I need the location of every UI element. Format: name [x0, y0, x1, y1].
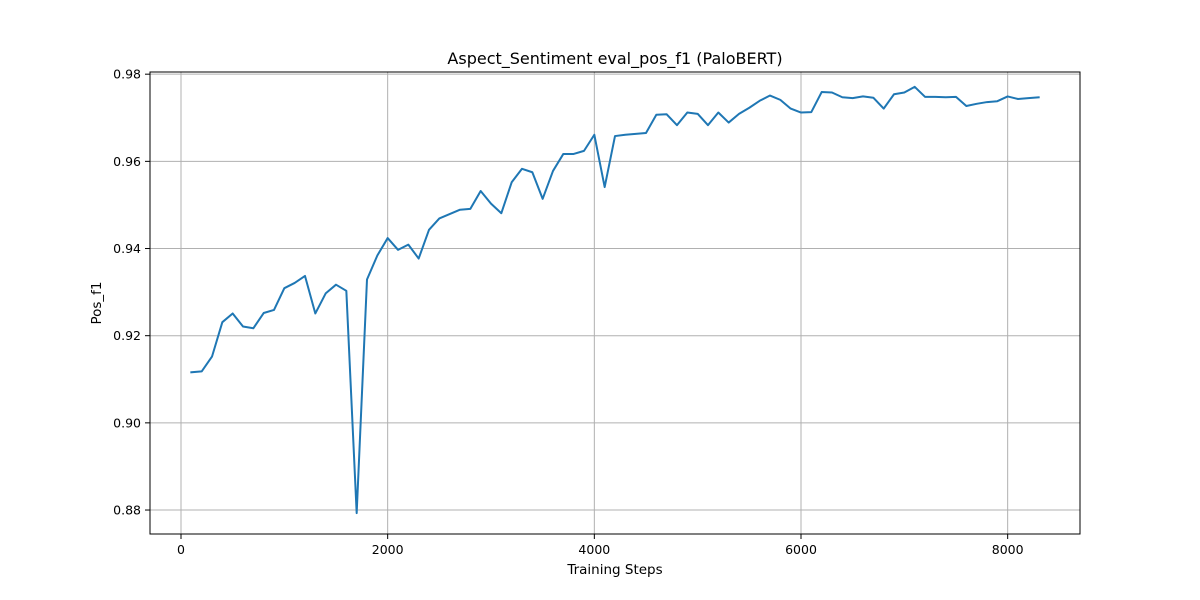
y-tick-label: 0.98	[113, 67, 141, 82]
x-tick-label: 2000	[372, 542, 404, 557]
y-tick-label: 0.90	[113, 415, 141, 430]
y-tick-label: 0.92	[113, 328, 141, 343]
x-tick-label: 0	[177, 542, 185, 557]
y-tick-label: 0.88	[113, 503, 141, 518]
series-line	[190, 85, 1040, 515]
y-axis-label: Pos_f1	[89, 281, 105, 324]
x-axis-ticks: 0 2000 4000 6000 8000	[177, 534, 1024, 557]
y-tick-label: 0.96	[113, 154, 141, 169]
plot-frame	[149, 71, 1081, 535]
x-tick-label: 6000	[785, 542, 817, 557]
x-tick-label: 8000	[992, 542, 1024, 557]
y-tick-label: 0.94	[113, 241, 141, 256]
grid-lines	[150, 72, 1080, 534]
series-line-group	[190, 85, 1040, 515]
x-tick-label: 4000	[578, 542, 610, 557]
y-axis-ticks: 0.88 0.90 0.92 0.94 0.96 0.98	[113, 67, 150, 518]
x-axis-label: Training Steps	[566, 562, 662, 578]
chart-title: Aspect_Sentiment eval_pos_f1 (PaloBERT)	[447, 49, 782, 69]
